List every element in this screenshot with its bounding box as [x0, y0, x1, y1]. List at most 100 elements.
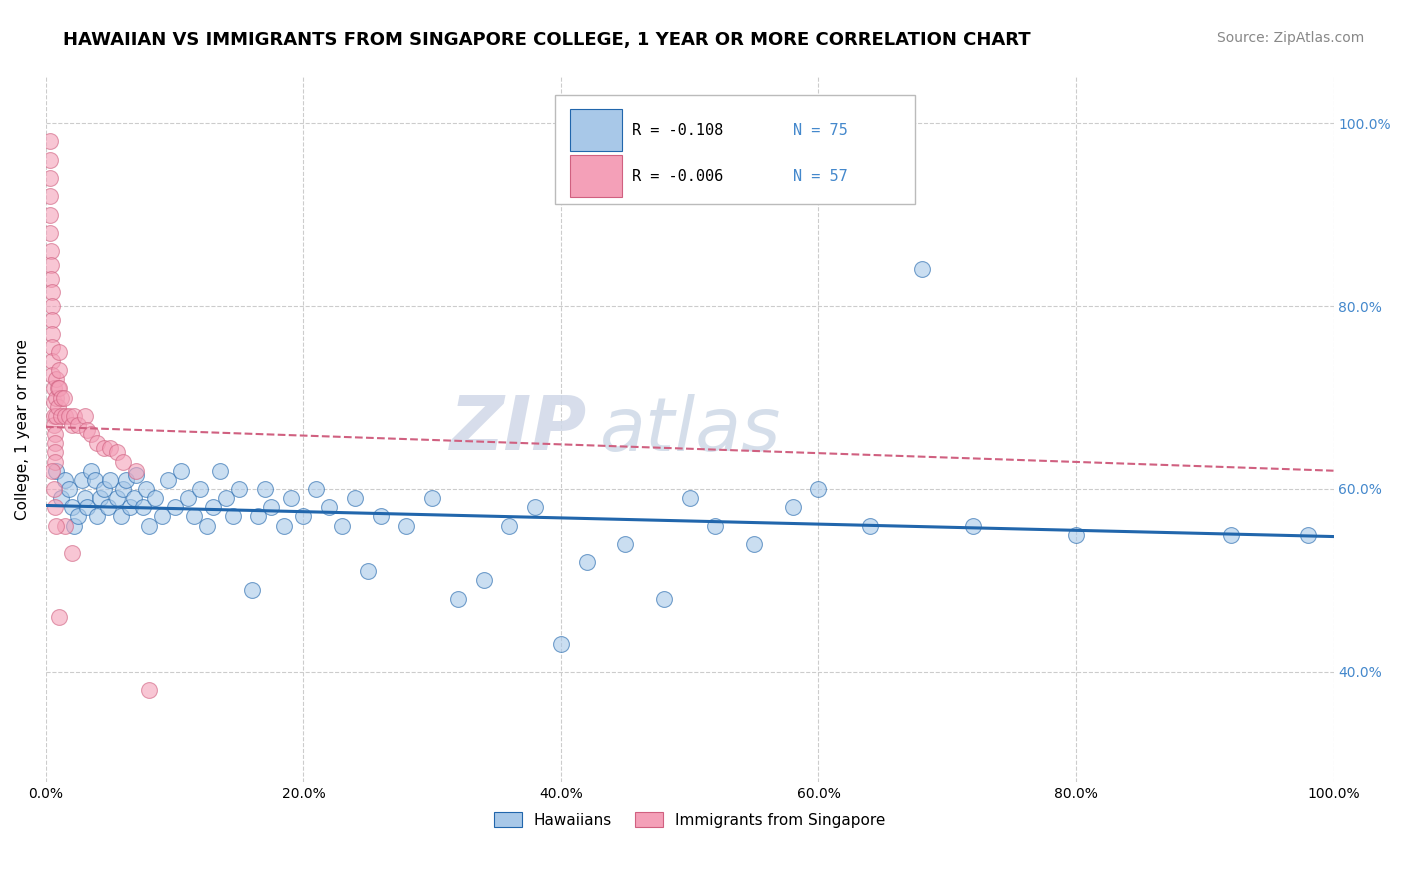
Point [48, 363, 70, 377]
Point [38, 226, 60, 240]
Legend: Hawaiians, Immigrants from Singapore: Hawaiians, Immigrants from Singapore [488, 806, 891, 834]
Point [39, 258, 62, 272]
Point [80, 427, 103, 442]
Point [472, 574, 495, 588]
FancyBboxPatch shape [569, 109, 621, 152]
Point [38, 153, 60, 167]
Point [45, 391, 67, 405]
Point [67, 509, 90, 524]
Point [1064, 527, 1087, 541]
Point [157, 473, 180, 487]
Point [273, 518, 295, 533]
Point [447, 591, 470, 606]
Point [163, 500, 186, 515]
Point [42, 417, 65, 432]
Point [575, 555, 598, 569]
Point [93, 482, 115, 496]
Text: ZIP: ZIP [450, 393, 586, 466]
Point [45, 464, 67, 478]
Point [44, 445, 66, 459]
Point [44, 454, 66, 468]
Point [41, 285, 63, 300]
Point [97, 500, 120, 515]
Point [60, 417, 83, 432]
Point [70, 473, 93, 487]
Point [58, 482, 80, 496]
Point [60, 500, 83, 515]
Point [215, 491, 238, 505]
Point [76, 423, 98, 437]
Point [138, 683, 160, 698]
Point [118, 500, 141, 515]
Point [73, 409, 96, 423]
Point [42, 395, 65, 409]
Y-axis label: College, 1 year or more: College, 1 year or more [15, 339, 30, 520]
Point [41, 368, 63, 382]
Point [48, 381, 70, 395]
Point [45, 409, 67, 423]
Point [42, 482, 65, 496]
Point [38, 171, 60, 186]
Point [86, 436, 108, 450]
FancyBboxPatch shape [569, 155, 621, 197]
Point [73, 491, 96, 505]
Point [292, 509, 315, 524]
Point [41, 313, 63, 327]
Point [51, 391, 73, 405]
Point [343, 491, 366, 505]
Point [58, 409, 80, 423]
Point [962, 518, 984, 533]
Point [41, 299, 63, 313]
Point [330, 518, 353, 533]
Point [63, 409, 86, 423]
Point [524, 500, 547, 515]
Point [357, 564, 380, 578]
Point [305, 482, 328, 496]
Point [63, 518, 86, 533]
Point [44, 436, 66, 450]
Point [704, 518, 727, 533]
Point [859, 518, 882, 533]
Point [1296, 527, 1319, 541]
Point [93, 441, 115, 455]
Point [318, 500, 340, 515]
Point [614, 537, 637, 551]
Point [498, 518, 520, 533]
Point [42, 409, 65, 423]
Point [105, 445, 128, 459]
Point [46, 400, 69, 414]
Text: Source: ZipAtlas.com: Source: ZipAtlas.com [1216, 31, 1364, 45]
Point [240, 582, 263, 597]
Point [45, 372, 67, 386]
Point [122, 491, 145, 505]
Point [807, 482, 830, 496]
Point [41, 464, 63, 478]
Point [112, 454, 135, 468]
Point [260, 500, 283, 515]
Point [228, 482, 250, 496]
Point [253, 482, 276, 496]
Point [39, 244, 62, 259]
Text: atlas: atlas [599, 393, 780, 466]
Point [53, 473, 76, 487]
Text: R = -0.006: R = -0.006 [631, 169, 723, 184]
Point [46, 381, 69, 395]
Point [176, 491, 198, 505]
Point [114, 473, 136, 487]
Point [910, 262, 932, 277]
Point [89, 491, 111, 505]
Point [170, 464, 193, 478]
Point [45, 518, 67, 533]
Text: HAWAIIAN VS IMMIGRANTS FROM SINGAPORE COLLEGE, 1 YEAR OR MORE CORRELATION CHART: HAWAIIAN VS IMMIGRANTS FROM SINGAPORE CO… [63, 31, 1031, 49]
Point [41, 340, 63, 354]
Point [86, 509, 108, 524]
Point [782, 500, 804, 515]
Text: R = -0.108: R = -0.108 [631, 123, 723, 137]
Point [420, 491, 443, 505]
Point [280, 491, 302, 505]
Point [395, 518, 418, 533]
Point [41, 326, 63, 341]
Point [195, 518, 218, 533]
Point [38, 208, 60, 222]
Point [98, 473, 121, 487]
